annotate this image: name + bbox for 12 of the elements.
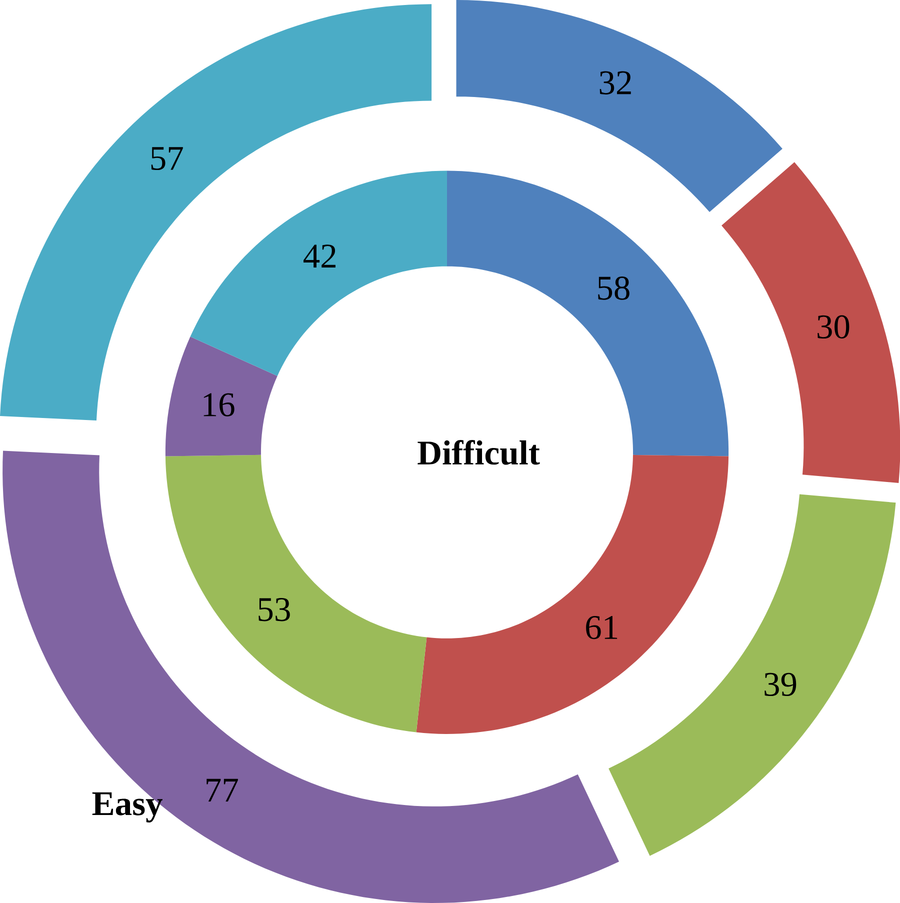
data-label: 32 [600, 71, 631, 94]
data-label: 61 [586, 616, 617, 640]
slice-label: Easy [92, 792, 162, 822]
data-label: 42 [303, 244, 336, 268]
data-label: 57 [151, 147, 183, 170]
data-label: 58 [598, 276, 630, 300]
data-label: 16 [204, 393, 234, 416]
slice-label: Difficult [418, 440, 540, 465]
data-label: 77 [206, 778, 238, 802]
data-label: 39 [764, 672, 796, 696]
data-label: 30 [817, 315, 850, 339]
data-label: 53 [258, 598, 290, 622]
